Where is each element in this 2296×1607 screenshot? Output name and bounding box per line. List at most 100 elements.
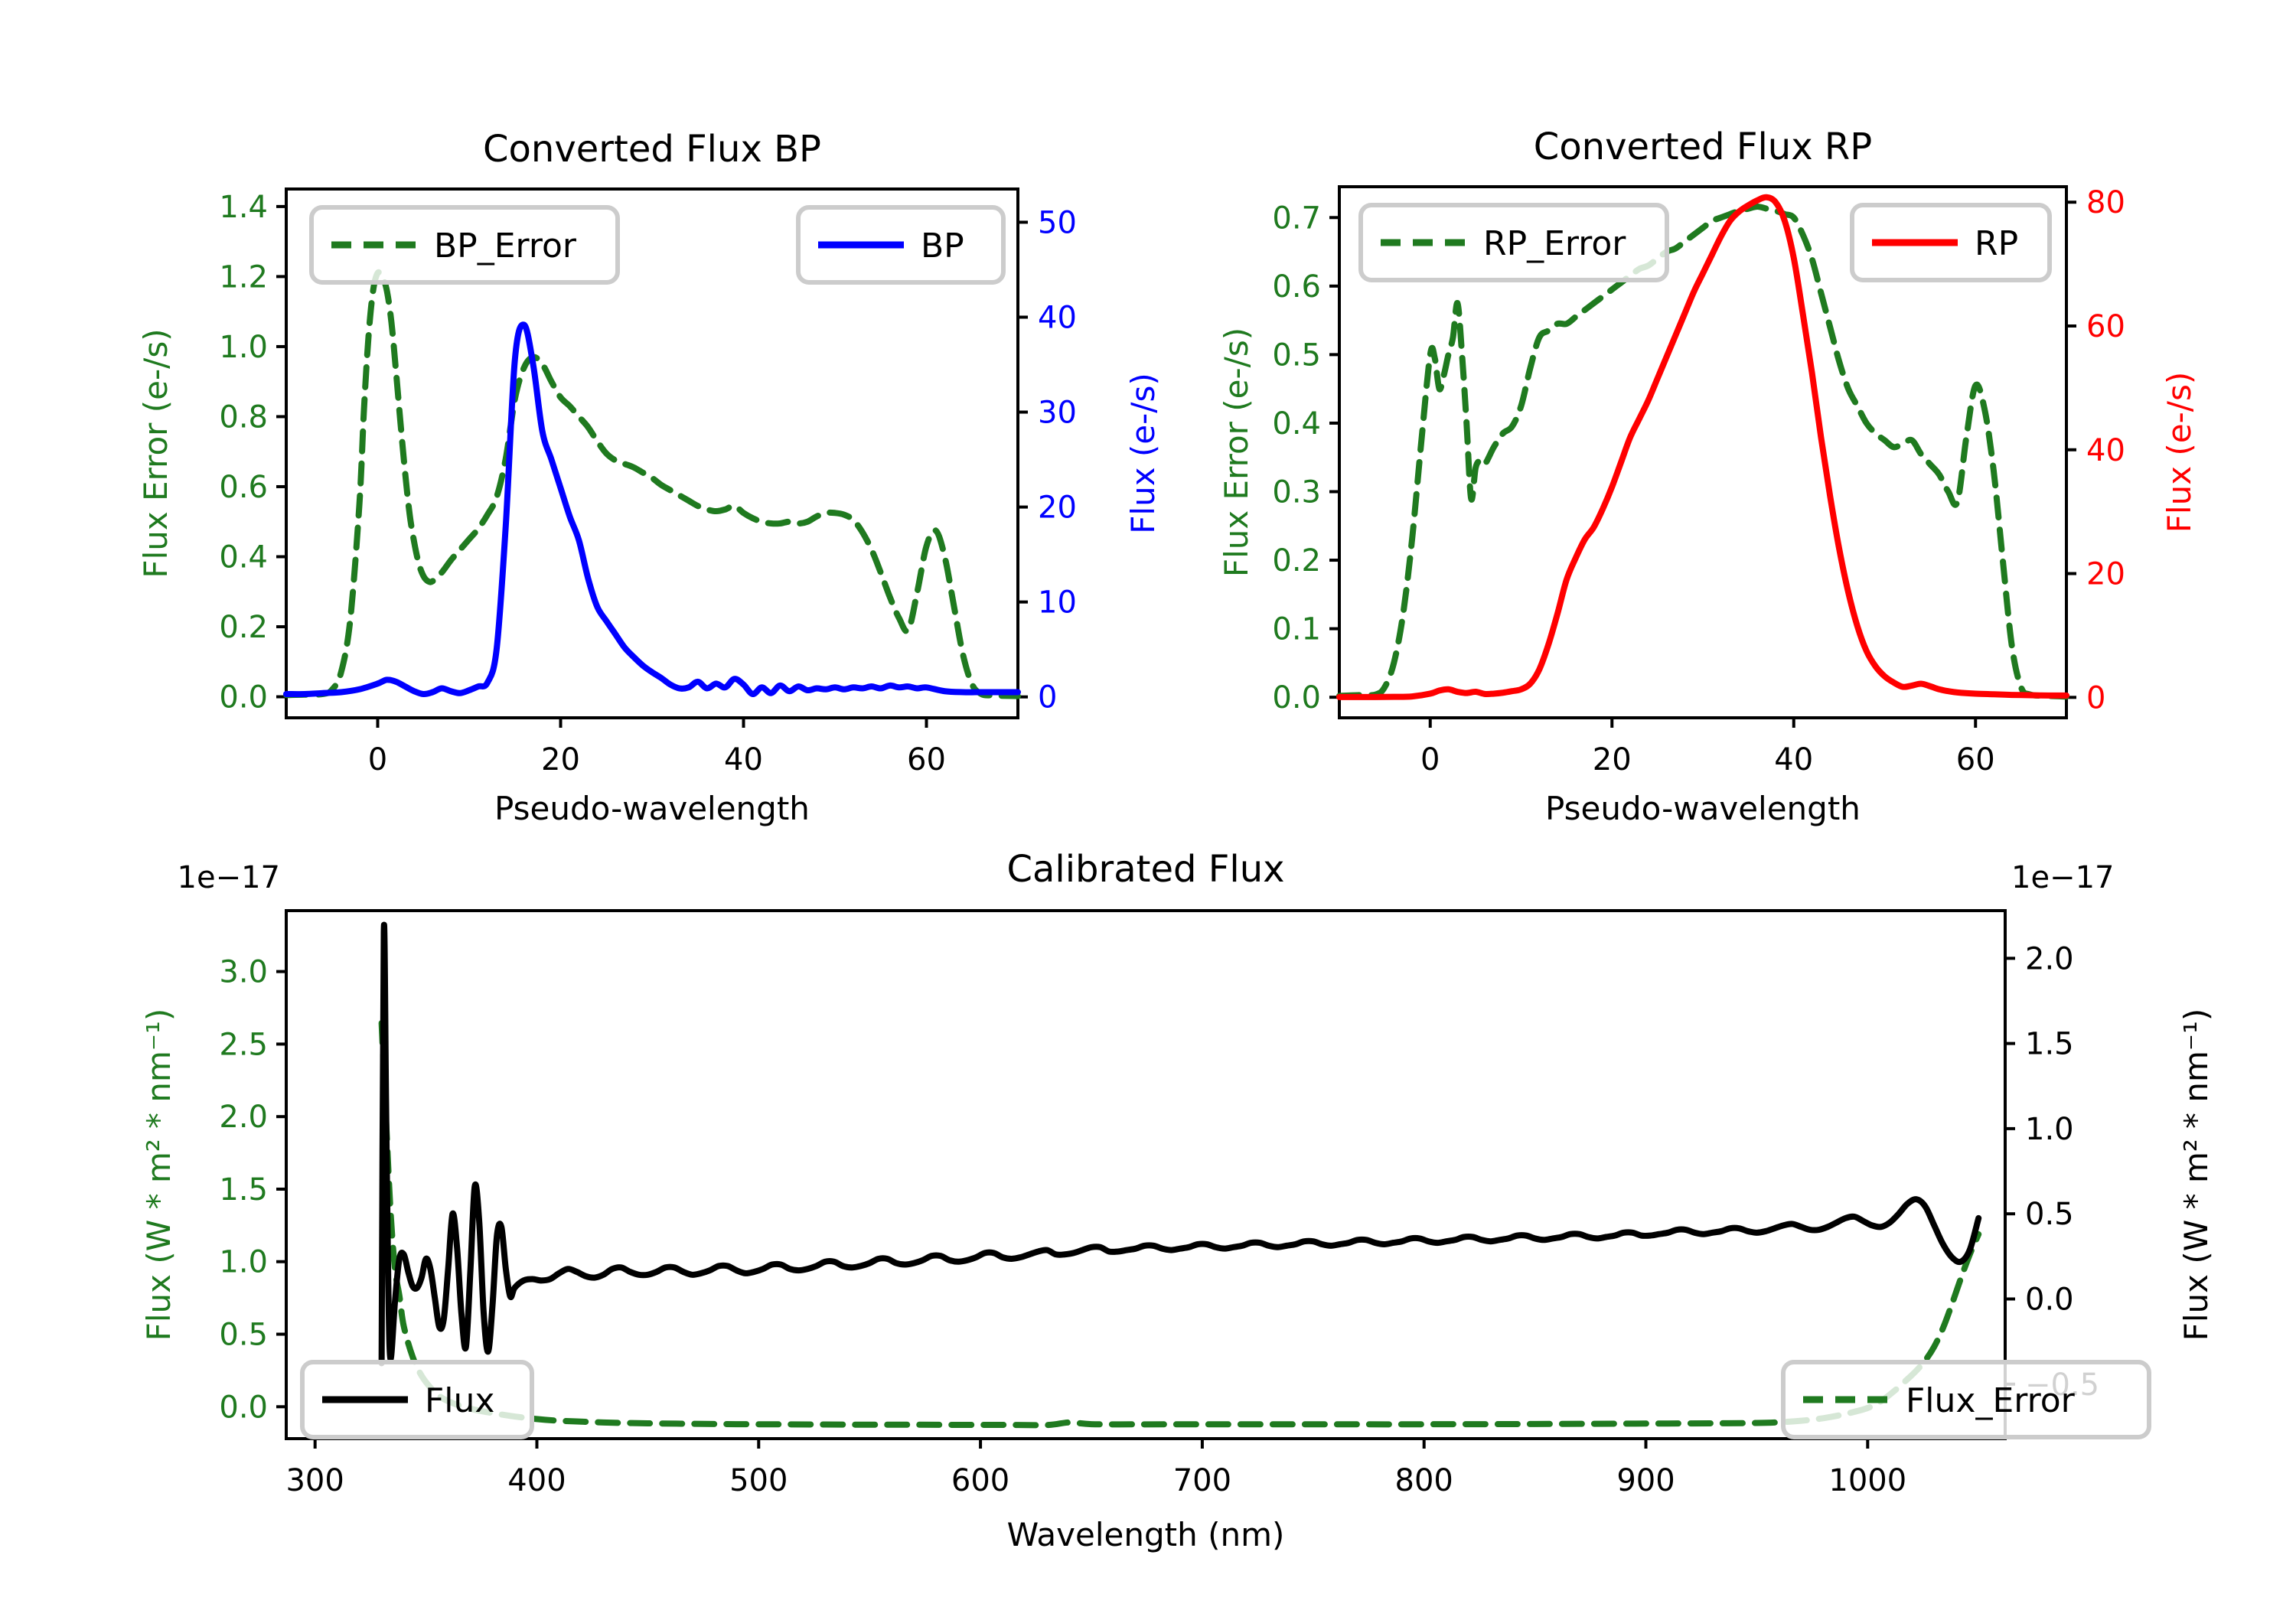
rp-y-tick-label: 0.3 [1272, 474, 1321, 510]
bp-y-tick-label: 50 [1038, 205, 1077, 240]
bp-y-tick-label: 0.2 [219, 610, 268, 645]
bp-y-tick-label: 1.0 [219, 330, 268, 365]
calibrated-offset-left: 1e−17 [178, 860, 280, 895]
bp-y-tick-label: 30 [1038, 396, 1077, 431]
bp-flux-line [283, 321, 1021, 698]
cal-x-tick-label: 600 [951, 1463, 1009, 1498]
rp-axes-frame [1338, 185, 2068, 719]
calibrated-ylabel-right: Flux (W * m² * nm⁻¹) [2177, 1009, 2215, 1341]
cal-y-tick-label: 0.5 [219, 1318, 268, 1353]
bp-legend-error-label: BP_Error [434, 227, 577, 266]
cal-y-tick-label: 2.0 [219, 1100, 268, 1135]
calibrated-offset-right: 1e−17 [2011, 860, 2114, 895]
calibrated-legend-error[interactable]: Flux_Error [1781, 1360, 2151, 1439]
bp-y-tick-label: 0.8 [219, 399, 268, 435]
cal-x-tick-label: 1000 [1828, 1463, 1906, 1498]
calibrated-flux-line [378, 921, 1982, 1367]
bp-x-axis: 0 20 40 60 [368, 718, 946, 777]
calibrated-panel-title: Calibrated Flux [1006, 848, 1284, 891]
cal-y-tick-label: 1.5 [2025, 1027, 2074, 1062]
rp-y-tick-label: 0.1 [1272, 612, 1321, 647]
rp-y-tick-label: 0.0 [1272, 680, 1321, 715]
rp-y-tick-label: 0.2 [1272, 543, 1321, 579]
bp-y-tick-label: 1.4 [219, 190, 268, 225]
rp-y-tick-label: 0 [2086, 680, 2105, 715]
cal-x-tick-label: 300 [285, 1463, 344, 1498]
bp-panel-title: Converted Flux BP [483, 128, 821, 171]
rp-y-tick-label: 0.7 [1272, 200, 1321, 236]
cal-y-tick-label: 1.0 [2025, 1112, 2074, 1147]
cal-y-tick-label: 0.0 [219, 1390, 268, 1425]
rp-legend-error-label: RP_Error [1483, 224, 1626, 263]
bp-legend-error[interactable]: BP_Error [309, 205, 620, 285]
rp-left-y-axis: 0.0 0.1 0.2 0.3 0.4 0.5 0.6 0.7 [1272, 200, 1339, 715]
rp-y-tick-label: 0.6 [1272, 269, 1321, 305]
cal-x-tick-label: 900 [1616, 1463, 1675, 1498]
calibrated-ylabel-left: Flux (W * m² * nm⁻¹) [140, 1009, 178, 1341]
cal-x-tick-label: 500 [729, 1463, 788, 1498]
rp-x-axis: 0 20 40 60 [1420, 718, 1995, 777]
cal-axes-frame [285, 909, 2007, 1440]
rp-x-tick-label: 20 [1593, 742, 1632, 777]
calibrated-legend-flux-frame [300, 1360, 534, 1439]
bp-x-tick-label: 20 [541, 742, 580, 777]
rp-y-tick-label: 20 [2086, 557, 2125, 592]
rp-legend-flux[interactable]: RP [1850, 203, 2052, 282]
rp-x-tick-label: 0 [1420, 742, 1440, 777]
rp-legend-flux-label: RP [1975, 224, 2018, 263]
cal-x-tick-label: 800 [1395, 1463, 1453, 1498]
rp-ylabel-right: Flux (e-/s) [2161, 372, 2198, 533]
bp-y-tick-label: 10 [1038, 585, 1077, 621]
rp-right-y-axis: 0 20 40 60 80 [2066, 185, 2125, 715]
rp-ylabel-left: Flux Error (e-/s) [1218, 328, 1255, 577]
calibrated-xlabel: Wavelength (nm) [1007, 1516, 1285, 1553]
bp-axes-frame [285, 187, 1019, 719]
bp-y-tick-label: 0.4 [219, 539, 268, 575]
cal-x-tick-label: 700 [1173, 1463, 1231, 1498]
bp-y-tick-label: 0.0 [219, 680, 268, 715]
bp-y-tick-label: 20 [1038, 491, 1077, 526]
calibrated-legend-error-frame [1781, 1360, 2151, 1439]
bp-y-tick-label: 1.2 [219, 259, 268, 295]
rp-y-tick-label: 80 [2086, 185, 2125, 220]
rp-x-tick-label: 40 [1774, 742, 1813, 777]
rp-legend-error-frame [1358, 203, 1669, 282]
calibrated-legend-flux[interactable]: Flux [300, 1360, 534, 1439]
rp-legend-error[interactable]: RP_Error [1358, 203, 1669, 282]
rp-xlabel: Pseudo-wavelength [1545, 790, 1861, 827]
bp-y-tick-label: 40 [1038, 300, 1077, 335]
bp-legend-error-frame [309, 205, 620, 285]
bp-x-tick-label: 60 [907, 742, 946, 777]
rp-x-tick-label: 60 [1956, 742, 1995, 777]
rp-spines [1338, 185, 2068, 719]
bp-spines [285, 187, 1019, 719]
bp-xlabel: Pseudo-wavelength [494, 790, 810, 827]
rp-y-tick-label: 60 [2086, 309, 2125, 344]
bp-legend-flux-label: BP [921, 227, 964, 266]
cal-right-y-axis: −0.50.00.51.01.52.0 [2005, 941, 2099, 1403]
bp-x-tick-label: 40 [724, 742, 763, 777]
rp-y-tick-label: 0.4 [1272, 406, 1321, 442]
rp-y-tick-label: 0.5 [1272, 337, 1321, 373]
cal-y-tick-label: 2.5 [219, 1027, 268, 1062]
bp-x-tick-label: 0 [368, 742, 387, 777]
rp-error-line [1336, 203, 2069, 700]
cal-y-tick-label: 2.0 [2025, 941, 2074, 976]
cal-y-tick-label: 1.5 [219, 1172, 268, 1208]
rp-panel-title: Converted Flux RP [1534, 125, 1872, 168]
bp-ylabel-left: Flux Error (e-/s) [137, 328, 174, 578]
bp-right-y-axis: 0 10 20 30 40 50 [1018, 205, 1077, 715]
calibrated-legend-flux-label: Flux [425, 1381, 494, 1420]
rp-y-tick-label: 40 [2086, 433, 2125, 468]
cal-x-tick-label: 400 [507, 1463, 566, 1498]
cal-x-axis: 300 400 500 600 700 800 900 1000 [285, 1439, 1906, 1498]
bp-legend-flux[interactable]: BP [796, 205, 1006, 285]
bp-error-line [283, 269, 1021, 699]
cal-y-tick-label: 3.0 [219, 955, 268, 990]
calibrated-legend-error-label: Flux_Error [1906, 1381, 2076, 1420]
bp-left-y-axis: 0.0 0.2 0.4 0.6 0.8 1.0 1.2 1.4 [219, 190, 286, 715]
cal-y-tick-label: 0.5 [2025, 1197, 2074, 1232]
bp-y-tick-label: 0 [1038, 680, 1057, 715]
calibrated-flux-error-line [378, 1019, 1982, 1429]
